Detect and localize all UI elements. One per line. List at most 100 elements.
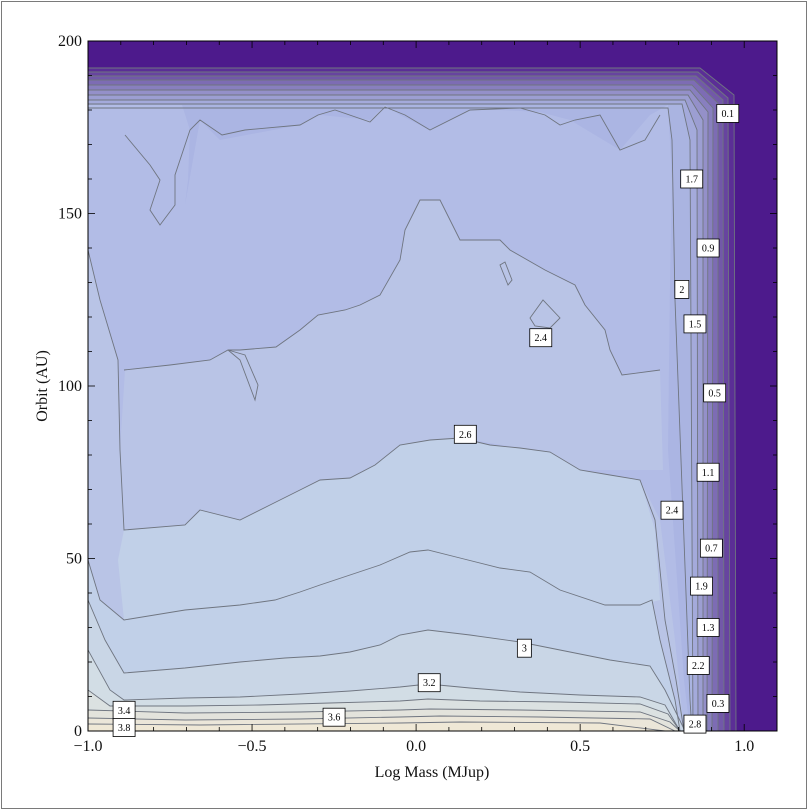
contour-line — [88, 549, 681, 731]
contour-label-box — [699, 538, 723, 558]
contour-label-box — [674, 279, 690, 299]
contour-line — [123, 199, 661, 376]
contour-line — [88, 715, 676, 731]
contour-label-box — [690, 576, 713, 596]
x-tick-label: −1.0 — [73, 738, 102, 755]
contour-label: 3.2 — [417, 673, 441, 693]
contour-label-box — [516, 638, 532, 658]
y-tick-labels: 0 50 100 150 200 — [58, 33, 82, 740]
contour-fill-layer — [88, 41, 777, 731]
contour-region-3.8 — [88, 722, 665, 731]
x-tick-labels: −1.0 −0.5 0.0 0.5 1.0 — [73, 738, 754, 755]
contour-labels: 0.1 1.7 0.9 2 1.5 2.4 0.5 2.6 1.1 2.4 0.7 1.9 1.3 3 2.… — [112, 104, 740, 737]
contour-label: 3.8 — [112, 718, 136, 737]
contour-line — [88, 103, 694, 731]
contour-label-box — [703, 383, 727, 403]
contour-line — [124, 106, 661, 226]
contour-line — [88, 107, 693, 731]
contour-label: 1.1 — [696, 462, 720, 482]
contour-label: 2.4 — [660, 500, 684, 520]
contour-line — [529, 299, 561, 329]
contour-label-box — [683, 714, 707, 734]
x-tick-label: 0.0 — [406, 738, 426, 755]
contour-line — [88, 89, 709, 731]
contour-label: 0.1 — [716, 104, 740, 123]
contour-line — [88, 689, 681, 731]
contour-label-text: 3.2 — [423, 678, 436, 689]
contour-label-text: 2.8 — [689, 720, 702, 731]
contour-line — [88, 67, 737, 731]
contour-label: 0.3 — [706, 694, 730, 713]
contour-label: 0.5 — [703, 383, 727, 403]
contour-label-box — [716, 104, 740, 123]
x-tick-label: −0.5 — [238, 738, 267, 755]
contour-label-text: 1.3 — [702, 623, 715, 634]
contour-label-box — [112, 718, 136, 737]
contour-line — [88, 79, 719, 731]
contour-label-box — [322, 707, 346, 727]
contour-label-box — [417, 673, 441, 693]
contour-label-text: 1.1 — [702, 468, 715, 479]
axis-ticks — [87, 40, 778, 732]
contour-label-box — [660, 500, 684, 520]
contour-label-text: 1.7 — [685, 175, 698, 186]
contour-line — [88, 75, 725, 731]
contour-lines — [88, 67, 737, 731]
contour-label-text: 3.6 — [328, 713, 341, 724]
y-tick-label: 150 — [58, 206, 82, 223]
contour-label-text: 2.4 — [666, 506, 679, 517]
contour-label-text: 0.7 — [705, 544, 718, 555]
contour-label-box — [453, 424, 477, 444]
contour-label-box — [706, 694, 730, 713]
contour-label-text: 1.5 — [689, 319, 702, 330]
contour-label-box — [686, 656, 710, 675]
contour-line — [88, 94, 704, 731]
contour-label: 0.7 — [699, 538, 723, 558]
contour-label: 0.9 — [696, 238, 720, 258]
contour-label-box — [696, 238, 720, 258]
contour-label: 2.4 — [529, 328, 553, 348]
contour-line — [88, 71, 731, 731]
contour-label-text: 2 — [679, 285, 684, 296]
contour-line — [88, 99, 699, 731]
contour-label-text: 0.1 — [722, 109, 735, 120]
contour-label: 1.7 — [680, 169, 704, 189]
contour-label-text: 3.4 — [118, 706, 131, 717]
contour-line — [88, 721, 666, 731]
y-tick-label: 0 — [74, 723, 82, 740]
contour-line — [88, 249, 685, 731]
contour-label-box — [680, 169, 704, 189]
contour-label-text: 0.9 — [702, 244, 715, 255]
x-tick-label: 0.5 — [570, 738, 590, 755]
x-axis-title: Log Mass (MJup) — [375, 764, 490, 781]
contour-label-box — [696, 462, 720, 482]
contour-label-text: 3 — [522, 644, 527, 655]
contour-label: 1.3 — [696, 618, 720, 637]
contour-label: 1.9 — [690, 576, 713, 596]
contour-label-text: 2.6 — [459, 430, 472, 441]
y-tick-label: 200 — [58, 33, 82, 50]
y-axis-title: Orbit (AU) — [34, 350, 51, 422]
contour-label: 3 — [516, 638, 532, 658]
contour-label: 2.8 — [683, 714, 707, 734]
contour-region-2.6-upper — [118, 438, 660, 620]
contour-line — [88, 649, 681, 731]
x-tick-label: 1.0 — [734, 738, 754, 755]
contour-label-text: 2.2 — [692, 661, 705, 672]
contour-label-text: 0.3 — [712, 699, 725, 710]
contour-label: 2.2 — [686, 656, 710, 675]
contour-label-box — [696, 618, 720, 637]
contour-label-text: 2.4 — [535, 333, 548, 344]
contour-label: 2.6 — [453, 424, 477, 444]
contour-label: 3.6 — [322, 707, 346, 727]
contour-label-box — [683, 314, 707, 334]
contour-line — [88, 599, 686, 731]
y-tick-label: 50 — [66, 551, 82, 568]
contour-label-text: 0.5 — [708, 388, 721, 399]
contour-line — [88, 84, 714, 731]
contour-label: 3.4 — [112, 700, 136, 720]
contour-label-text: 3.8 — [118, 723, 131, 734]
contour-region-2.4-upper — [120, 200, 663, 530]
